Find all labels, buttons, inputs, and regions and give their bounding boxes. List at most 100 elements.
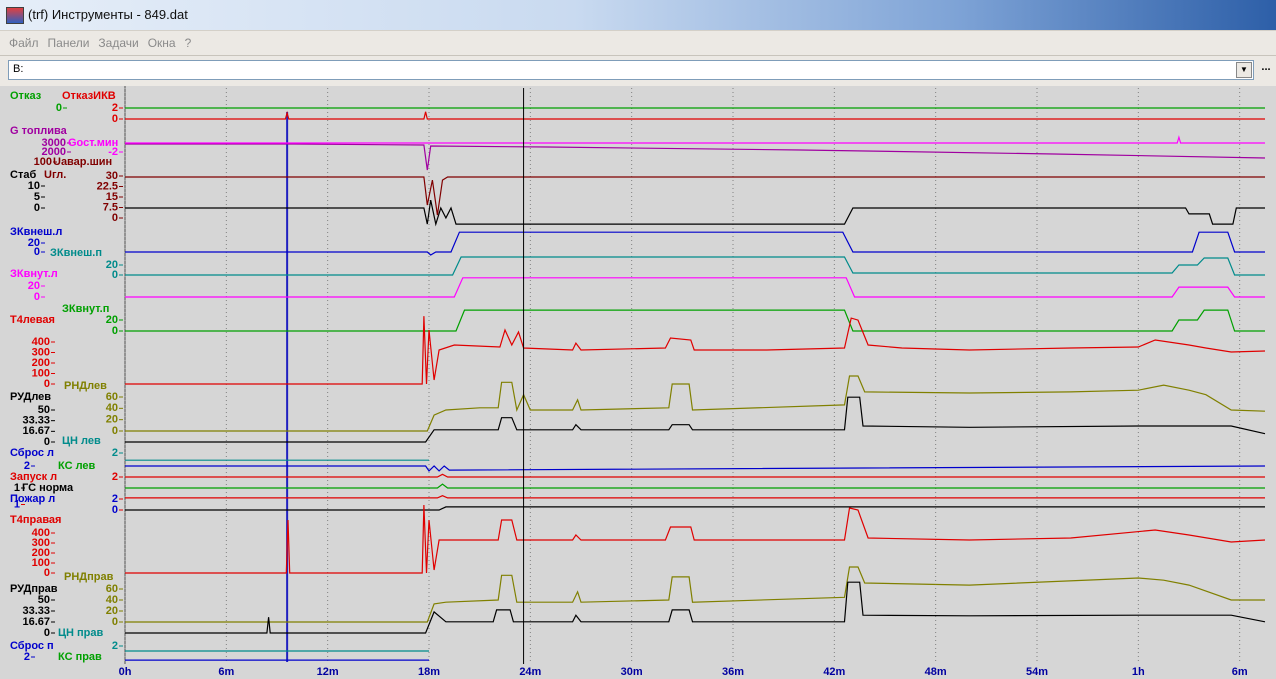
y-tick-label: 60 [106,583,118,595]
y-tick-label: 20 [28,237,40,249]
trace [125,277,1265,298]
y-tick-label: 0 [34,291,40,303]
y-tick-label: 0 [112,425,118,437]
path-combo[interactable]: В: ▼ [8,60,1254,80]
y-tick-label: 300 [32,537,50,549]
y-tick-label: 5 [34,191,40,203]
series-name: ЗКвнеш.п [50,247,102,259]
y-tick-label: 20 [28,280,40,292]
y-tick-label: 60 [106,391,118,403]
y-tick-label: 16.67 [22,425,50,437]
y-tick-label: 50 [38,404,50,416]
trace [125,495,1265,499]
y-tick-label: 1 [14,498,20,510]
trace [125,309,1265,332]
trace [125,110,1265,120]
plot-background [0,86,1276,679]
trace [125,566,1265,623]
y-tick-label: 20 [106,259,118,271]
y-tick-label: 50 [38,594,50,606]
y-tick-label: 3000 [42,137,66,149]
series-name: Uавар.шин [53,156,112,168]
y-tick-label: 30 [106,170,118,182]
y-tick-label: 40 [106,402,118,414]
trace [125,316,1266,385]
trace [125,506,1265,511]
series-name: Пожар л [10,493,55,505]
trace [125,375,1266,432]
series-name: ОтказИКВ [62,90,116,102]
series-name: ЗКвнут.п [62,303,109,315]
y-tick-label: 0 [34,246,40,258]
y-tick-label: 20 [106,414,118,426]
series-name: РУДлев [10,391,51,403]
series-name: G топлива [10,125,68,137]
x-tick-label: 6m [1232,666,1248,678]
trace [125,465,1266,472]
y-tick-label: 0 [44,378,50,390]
y-tick-label: 0 [112,113,118,125]
y-tick-label: 100 [32,557,50,569]
browse-button[interactable]: ... [1261,61,1271,73]
x-tick-label: 42m [823,666,845,678]
series-name: T4левая [10,314,55,326]
y-tick-label: 400 [32,336,50,348]
menu-item[interactable]: Файл [9,36,39,50]
trace [125,581,1266,634]
title-bar: (trf) Инструменты - 849.dat [0,0,1276,30]
x-tick-label: 1h [1132,666,1145,678]
y-tick-label: 200 [32,357,50,369]
y-tick-label: 0 [112,504,118,516]
trace [125,483,1265,489]
y-tick-label: 33.33 [22,605,50,617]
y-tick-label: 2 [112,447,118,459]
y-tick-label: 7.5 [103,201,118,213]
series-name: Стаб [10,169,36,181]
y-tick-label: 100 [32,367,50,379]
series-name: ЦН прав [58,627,104,639]
trace [125,473,1265,478]
series-name: ГС норма [22,482,74,494]
y-tick-label: 2 [112,640,118,652]
series-name: Gост.мин [68,137,118,149]
x-tick-label: 12m [317,666,339,678]
y-tick-label: 0 [56,102,62,114]
series-name: Сброс п [10,640,54,652]
y-tick-label: 0 [112,269,118,281]
y-tick-label: 2 [24,651,30,663]
y-tick-label: 1 [14,482,20,494]
y-tick-label: -2 [108,146,118,158]
series-name: КС прав [58,651,102,663]
y-tick-label: 0 [44,436,50,448]
menu-bar: Файл Панели Задачи Окна? [0,31,1276,56]
trace [125,231,1265,256]
y-tick-label: 0 [112,616,118,628]
x-tick-label: 0h [119,666,132,678]
series-name: Отказ [10,90,42,102]
series-name: T4правая [10,514,61,526]
y-tick-label: 40 [106,594,118,606]
x-tick-label: 24m [519,666,541,678]
dropdown-button[interactable]: ▼ [1236,62,1252,78]
y-tick-label: 200 [32,547,50,559]
y-tick-label: 16.67 [22,616,50,628]
y-tick-label: 2 [24,460,30,472]
series-name: ЗКвнут.л [10,268,58,280]
series-name: РУДправ [10,583,58,595]
y-tick-label: 2 [112,493,118,505]
y-tick-label: 2000 [42,146,66,158]
menu-item[interactable]: Окна [147,36,176,50]
y-tick-label: 15 [106,191,118,203]
y-tick-label: 0 [44,627,50,639]
y-tick-label: 400 [32,527,50,539]
trace [125,176,1265,216]
series-name: РНДправ [64,571,114,583]
menu-item[interactable]: Панели [47,36,90,50]
menu-item[interactable]: Задачи [98,36,139,50]
x-tick-label: 30m [621,666,643,678]
menu-item[interactable]: ? [184,36,192,50]
x-tick-label: 36m [722,666,744,678]
series-name: РНДлев [64,380,107,392]
trace [125,504,1266,574]
